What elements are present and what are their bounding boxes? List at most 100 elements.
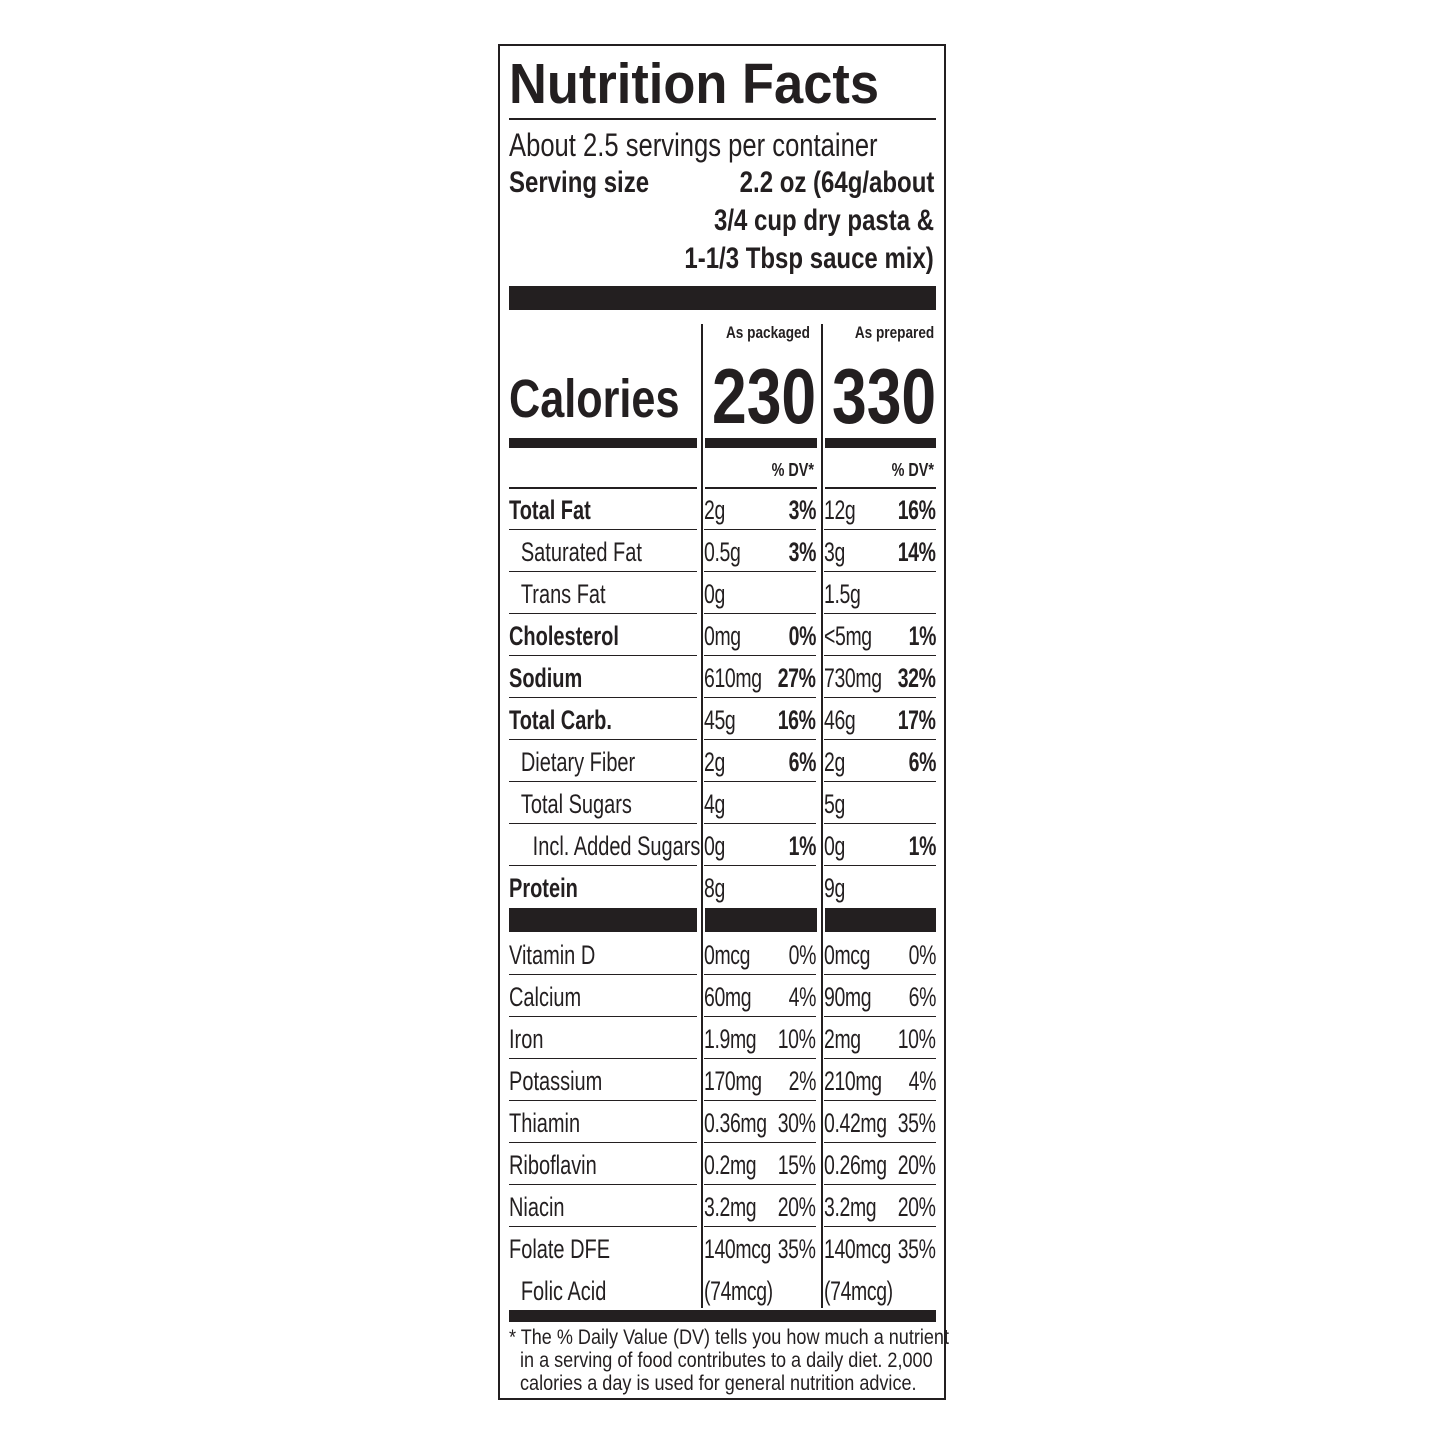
nutrient-row: Dietary Fiber 2g 6% 2g 6% (500, 741, 948, 783)
nutrient-row: Iron 1.9mg 10% 2mg 10% (500, 1018, 948, 1060)
packaged-cell: 0g 1% (704, 825, 816, 866)
nutrient-row: Total Carb. 45g 16% 46g 17% (500, 699, 948, 741)
column-header-prepared: As prepared (854, 323, 934, 342)
thick-divider (825, 438, 936, 448)
nutrient-row: Folate DFE 140mcg 35% 140mcg 35% (500, 1228, 948, 1270)
nutrient-row: Potassium 170mg 2% 210mg 4% (500, 1060, 948, 1102)
packaged-cell: 8g (704, 873, 725, 903)
prepared-cell: 140mcg 35% (824, 1234, 936, 1264)
calories-prepared: 330 (831, 352, 936, 440)
prepared-cell: 9g (824, 873, 845, 903)
nutrient-label: Vitamin D (509, 934, 697, 975)
nutrient-label: Iron (509, 1018, 697, 1059)
packaged-cell: 0.36mg 30% (704, 1102, 816, 1143)
calories-label: Calories (509, 369, 680, 429)
nutrient-row: Trans Fat 0g 1.5g (500, 573, 948, 615)
nutrient-row: Riboflavin 0.2mg 15% 0.26mg 20% (500, 1144, 948, 1186)
nutrient-label: Total Sugars (509, 783, 697, 824)
nutrient-label: Thiamin (509, 1102, 697, 1143)
prepared-cell: 0mcg 0% (824, 934, 936, 975)
thick-divider (509, 1310, 936, 1322)
packaged-cell: 0mg 0% (704, 615, 816, 656)
prepared-cell: 3g 14% (824, 531, 936, 572)
divider (705, 487, 817, 489)
packaged-cell: (74mcg) (704, 1276, 773, 1306)
packaged-cell: 45g 16% (704, 699, 816, 740)
nutrient-label: Calcium (509, 976, 697, 1017)
packaged-cell: 1.9mg 10% (704, 1018, 816, 1059)
nutrient-row: Protein 8g 9g (500, 867, 948, 909)
packaged-cell: 0.2mg 15% (704, 1144, 816, 1185)
prepared-cell: 12g 16% (824, 489, 936, 530)
packaged-cell: 0mcg 0% (704, 934, 816, 975)
nutrient-label: Riboflavin (509, 1144, 697, 1185)
label-title: Nutrition Facts (509, 52, 880, 116)
prepared-cell: 730mg 32% (824, 657, 936, 698)
nutrient-label: Sodium (509, 657, 697, 698)
serving-size-value: 2.2 oz (64g/about 3/4 cup dry pasta & 1-… (684, 166, 934, 275)
prepared-cell: 3.2mg 20% (824, 1186, 936, 1227)
column-divider (821, 324, 823, 1308)
prepared-cell: 0.26mg 20% (824, 1144, 936, 1185)
nutrient-row: Sodium 610mg 27% 730mg 32% (500, 657, 948, 699)
packaged-cell: 610mg 27% (704, 657, 816, 698)
serving-size-label: Serving size (509, 166, 650, 199)
nutrition-facts-label: Nutrition Facts About 2.5 servings per c… (498, 44, 949, 1400)
packaged-cell: 4g (704, 783, 816, 824)
nutrient-row: Folic Acid (74mcg) (74mcg) (500, 1270, 948, 1312)
thick-divider (705, 438, 817, 448)
packaged-cell: 3.2mg 20% (704, 1186, 816, 1227)
nutrient-label: Incl. Added Sugars (509, 825, 700, 866)
nutrient-label: Protein (509, 873, 578, 903)
packaged-cell: 0.5g 3% (704, 531, 816, 572)
prepared-cell: 1.5g (824, 573, 936, 614)
nutrient-row: Cholesterol 0mg 0% <5mg 1% (500, 615, 948, 657)
prepared-cell: 5g (824, 783, 936, 824)
nutrient-label: Trans Fat (509, 573, 697, 614)
prepared-cell: 90mg 6% (824, 976, 936, 1017)
nutrient-label: Niacin (509, 1186, 697, 1227)
nutrient-row: Calcium 60mg 4% 90mg 6% (500, 976, 948, 1018)
packaged-cell: 170mg 2% (704, 1060, 816, 1101)
prepared-cell: 0.42mg 35% (824, 1102, 936, 1143)
divider (825, 487, 936, 489)
calories-packaged: 230 (711, 352, 816, 440)
nutrient-label: Total Fat (509, 489, 697, 530)
footnote: * The % Daily Value (DV) tells you how m… (509, 1326, 949, 1395)
packaged-cell: 140mcg 35% (704, 1234, 816, 1264)
dv-header-prepared: % DV* (891, 460, 934, 480)
nutrient-label: Dietary Fiber (509, 741, 697, 782)
thick-divider (509, 908, 697, 932)
prepared-cell: (74mcg) (824, 1276, 893, 1306)
column-divider (701, 324, 703, 1308)
nutrient-row: Total Sugars 4g 5g (500, 783, 948, 825)
thick-divider (509, 438, 697, 448)
servings-per-container: About 2.5 servings per container (509, 127, 878, 163)
prepared-cell: <5mg 1% (824, 615, 936, 656)
nutrient-row: Saturated Fat 0.5g 3% 3g 14% (500, 531, 948, 573)
prepared-cell: 2g 6% (824, 741, 936, 782)
thick-divider (509, 286, 936, 310)
nutrient-row: Incl. Added Sugars 0g 1% 0g 1% (500, 825, 948, 867)
thick-divider (705, 908, 817, 932)
packaged-cell: 2g 6% (704, 741, 816, 782)
prepared-cell: 0g 1% (824, 825, 936, 866)
prepared-cell: 210mg 4% (824, 1060, 936, 1101)
nutrient-label: Folate DFE (509, 1234, 611, 1264)
prepared-cell: 2mg 10% (824, 1018, 936, 1059)
nutrient-label: Potassium (509, 1060, 697, 1101)
divider (509, 118, 936, 120)
nutrient-label: Cholesterol (509, 615, 697, 656)
dv-header-packaged: % DV* (771, 460, 814, 480)
nutrient-label: Total Carb. (509, 699, 697, 740)
nutrient-label: Folic Acid (520, 1276, 607, 1306)
nutrient-row: Vitamin D 0mcg 0% 0mcg 0% (500, 934, 948, 976)
thick-divider (825, 908, 936, 932)
nutrient-row: Total Fat 2g 3% 12g 16% (500, 489, 948, 531)
divider (509, 487, 697, 489)
nutrient-row: Thiamin 0.36mg 30% 0.42mg 35% (500, 1102, 948, 1144)
nutrient-label: Saturated Fat (509, 531, 697, 572)
column-header-packaged: As packaged (726, 323, 810, 342)
nutrient-row: Niacin 3.2mg 20% 3.2mg 20% (500, 1186, 948, 1228)
prepared-cell: 46g 17% (824, 699, 936, 740)
